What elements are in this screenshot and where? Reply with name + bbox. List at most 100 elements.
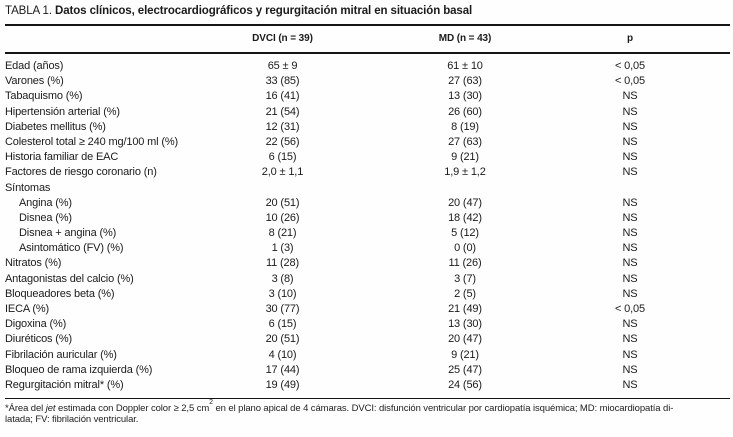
cell-p: < 0,05 bbox=[615, 303, 645, 315]
cell-dvci: 3 (10) bbox=[268, 287, 297, 300]
cell-p: NS bbox=[622, 166, 638, 179]
cell-md: 3 (7) bbox=[454, 272, 476, 285]
cell-spacer bbox=[695, 301, 730, 316]
column-header-spacer bbox=[695, 25, 730, 54]
cell-md: 1,9 ± 1,2 bbox=[444, 166, 486, 179]
cell-md: 9 (21) bbox=[451, 151, 479, 164]
table-row: Historia familiar de EAC 6 (15) 9 (21) NS bbox=[5, 150, 730, 165]
cell-md: 24 (56) bbox=[448, 378, 482, 391]
cell-dvci: 8 (21) bbox=[268, 227, 297, 240]
cell-md: 20 (47) bbox=[448, 333, 482, 346]
cell-dvci: 20 (51) bbox=[265, 196, 300, 209]
cell-spacer bbox=[695, 119, 730, 134]
cell-dvci: 12 (31) bbox=[265, 120, 300, 133]
cell-md: 9 (21) bbox=[451, 348, 479, 361]
cell-p: < 0,05 bbox=[615, 60, 645, 72]
cell-spacer bbox=[695, 89, 730, 104]
cell-p: NS bbox=[622, 242, 638, 255]
cell-md: 0 (0) bbox=[454, 242, 476, 255]
cell-md: 21 (49) bbox=[448, 303, 482, 315]
cell-dvci: 33 (85) bbox=[265, 75, 300, 88]
row-label: Factores de riesgo coronario (n) bbox=[5, 166, 157, 179]
cell-p: NS bbox=[622, 257, 638, 270]
cell-md: 13 (30) bbox=[448, 318, 482, 331]
cell-spacer bbox=[695, 362, 730, 377]
cell-spacer bbox=[695, 104, 730, 119]
row-label: Nitratos (%) bbox=[5, 257, 62, 270]
cell-spacer bbox=[695, 256, 730, 271]
column-header-empty bbox=[5, 25, 200, 54]
cell-p: < 0,05 bbox=[615, 75, 645, 88]
cell-spacer bbox=[695, 377, 730, 398]
cell-p: NS bbox=[622, 120, 638, 133]
cell-md: 20 (47) bbox=[448, 196, 482, 209]
row-label: Disnea (%) bbox=[19, 211, 72, 224]
cell-md: 13 (30) bbox=[448, 90, 482, 103]
row-label: Digoxina (%) bbox=[5, 318, 67, 331]
cell-spacer bbox=[695, 317, 730, 332]
cell-p: NS bbox=[622, 318, 638, 331]
row-label: Tabaquismo (%) bbox=[5, 90, 83, 103]
cell-dvci: 2,0 ± 1,1 bbox=[261, 166, 304, 179]
table-header: DVCI (n = 39) MD (n = 43) p bbox=[5, 25, 730, 54]
row-label: Hipertensión arterial (%) bbox=[5, 105, 120, 118]
clinical-data-table: DVCI (n = 39) MD (n = 43) p Edad (años) 6… bbox=[5, 24, 730, 399]
cell-p: NS bbox=[622, 196, 638, 209]
cell-spacer bbox=[695, 225, 730, 240]
cell-dvci: 21 (54) bbox=[265, 105, 300, 118]
table-row: Disnea (%) 10 (26) 18 (42) NS bbox=[5, 210, 730, 225]
cell-dvci: 17 (44) bbox=[265, 363, 300, 376]
cell-dvci: 10 (26) bbox=[265, 211, 300, 224]
table-row: Diuréticos (%) 20 (51) 20 (47) NS bbox=[5, 332, 730, 347]
cell-spacer bbox=[695, 165, 730, 180]
table-title: TABLA 1. Datos clínicos, electrocardiogr… bbox=[5, 2, 730, 24]
row-label: Disnea + angina (%) bbox=[19, 227, 117, 240]
cell-spacer bbox=[695, 332, 730, 347]
footnote-jet-italic: jet bbox=[45, 402, 56, 414]
cell-md: 25 (47) bbox=[448, 363, 482, 376]
cell-spacer bbox=[695, 74, 730, 89]
footnote-text-pre: *Área del bbox=[5, 402, 46, 414]
row-label: Colesterol total ≥ 240 mg/100 ml (%) bbox=[5, 135, 179, 148]
cell-spacer bbox=[695, 180, 730, 195]
cell-dvci: 1 (3) bbox=[271, 242, 294, 255]
cell-spacer bbox=[695, 347, 730, 362]
table-number: TABLA 1. bbox=[5, 5, 56, 17]
table-row: Síntomas bbox=[5, 180, 730, 195]
table-row: Varones (%) 33 (85) 27 (63) < 0,05 bbox=[5, 74, 730, 89]
cell-dvci: 16 (41) bbox=[265, 90, 300, 103]
table-row: Colesterol total ≥ 240 mg/100 ml (%) 22 (… bbox=[5, 134, 730, 149]
cell-md: 2 (5) bbox=[454, 287, 476, 300]
cell-md bbox=[365, 180, 565, 195]
row-label: Síntomas bbox=[5, 181, 51, 194]
column-header-md: MD (n = 43) bbox=[365, 25, 565, 54]
cell-p: NS bbox=[622, 287, 638, 300]
cell-p: NS bbox=[622, 105, 638, 118]
cell-dvci: 6 (15) bbox=[268, 151, 297, 164]
row-label: Diuréticos (%) bbox=[5, 333, 72, 346]
table-row: Bloqueadores beta (%) 3 (10) 2 (5) NS bbox=[5, 286, 730, 301]
cell-dvci: 4 (10) bbox=[268, 348, 297, 361]
cell-dvci: 22 (56) bbox=[265, 135, 300, 148]
cell-p: NS bbox=[622, 90, 638, 103]
cell-spacer bbox=[695, 53, 730, 74]
table-row: Regurgitación mitral* (%) 19 (49) 24 (56) N… bbox=[5, 377, 730, 398]
row-label: Fibrilación auricular (%) bbox=[5, 348, 117, 361]
row-label: Bloqueo de rama izquierda (%) bbox=[5, 363, 153, 376]
row-label: Asintomático (FV) (%) bbox=[19, 242, 124, 255]
cell-dvci: 19 (49) bbox=[265, 378, 300, 391]
table-row: Fibrilación auricular (%) 4 (10) 9 (21) NS bbox=[5, 347, 730, 362]
cell-spacer bbox=[695, 150, 730, 165]
footnote-line-1: *Área del jet estimada con Doppler color… bbox=[5, 399, 730, 415]
cell-md: 26 (60) bbox=[448, 105, 482, 118]
cell-dvci: 11 (28) bbox=[266, 257, 299, 270]
footnote-text-end: en el plano apical de 4 cámaras. DVCI: d… bbox=[212, 402, 674, 414]
cell-dvci: 6 (15) bbox=[268, 318, 297, 331]
table-row: Angina (%) 20 (51) 20 (47) NS bbox=[5, 195, 730, 210]
table-row: Antagonistas del calcio (%) 3 (8) 3 (7) NS bbox=[5, 271, 730, 286]
table-row: Factores de riesgo coronario (n) 2,0 ± 1,… bbox=[5, 165, 730, 180]
table-row: Digoxina (%) 6 (15) 13 (30) NS bbox=[5, 317, 730, 332]
column-header-dvci: DVCI (n = 39) bbox=[200, 25, 365, 54]
table-row: Asintomático (FV) (%) 1 (3) 0 (0) NS bbox=[5, 241, 730, 256]
row-label: IECA (%) bbox=[5, 303, 50, 315]
